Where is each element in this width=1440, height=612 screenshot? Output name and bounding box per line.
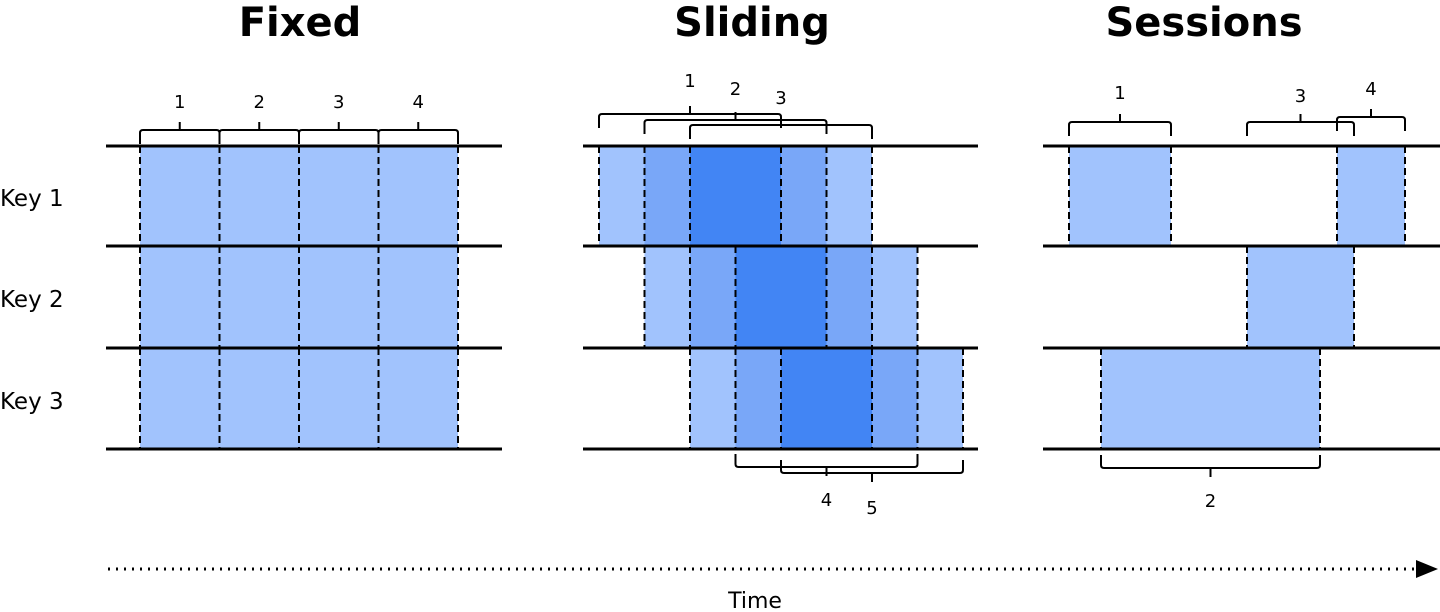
key-2-label: Key 2: [0, 287, 64, 313]
window-label: 1: [684, 71, 695, 92]
window-label: 2: [730, 79, 741, 100]
window-segment: [735, 246, 827, 348]
window-label: 2: [254, 92, 265, 113]
window-segment: [378, 246, 458, 348]
window-segment: [781, 146, 827, 246]
window-label: 4: [821, 490, 832, 511]
window-bracket: [689, 117, 873, 139]
window-segment: [1101, 348, 1320, 449]
window-segment: [690, 146, 781, 246]
window-segment: [735, 348, 781, 449]
time-arrow-head-icon: [1416, 560, 1438, 578]
window-bracket: [298, 122, 380, 144]
window-label: 2: [1205, 491, 1216, 512]
window-segment: [219, 146, 299, 246]
window-bracket: [734, 454, 919, 476]
panel-title: Sliding: [674, 0, 830, 46]
window-label: 3: [1295, 86, 1306, 107]
window-segment: [872, 348, 918, 449]
window-segment: [378, 348, 458, 449]
window-label: 1: [1114, 83, 1125, 104]
panel-title: Sessions: [1105, 0, 1302, 46]
window-segment: [1337, 146, 1405, 246]
window-segment: [826, 146, 872, 246]
window-segment: [140, 348, 220, 449]
window-segment: [299, 246, 379, 348]
window-label: 4: [413, 92, 424, 113]
window-segment: [690, 246, 736, 348]
window-label: 3: [333, 92, 344, 113]
window-segment: [140, 146, 220, 246]
window-bracket: [377, 122, 459, 144]
window-label: 4: [1365, 79, 1376, 100]
panel-sessions: Sessions 1 2 3 4: [1043, 0, 1440, 512]
panel-sliding: Sliding 1 2 3 4 5: [583, 0, 978, 519]
window-segment: [378, 146, 458, 246]
window-bracket: [643, 112, 828, 134]
window-label: 1: [174, 92, 185, 113]
window-segment: [299, 348, 379, 449]
window-bracket: [1100, 455, 1321, 477]
panel-fixed: Fixed 1 2 3 4: [106, 0, 502, 451]
window-label: 3: [775, 88, 786, 109]
panel-title: Fixed: [239, 0, 362, 46]
window-segment: [1247, 246, 1354, 348]
window-label: 5: [866, 498, 877, 519]
window-bracket: [139, 122, 221, 144]
window-bracket: [218, 122, 300, 144]
window-segment: [299, 146, 379, 246]
window-bracket: [598, 106, 782, 128]
time-label: Time: [727, 589, 782, 612]
window-segment: [781, 348, 872, 449]
window-segment: [140, 246, 220, 348]
window-bracket: [1246, 114, 1355, 136]
window-segment: [917, 348, 963, 449]
window-segment: [219, 348, 299, 449]
key-1-label: Key 1: [0, 186, 64, 212]
window-bracket: [1068, 114, 1172, 136]
window-segment: [219, 246, 299, 348]
window-segment: [644, 146, 690, 246]
window-segment: [599, 146, 645, 246]
window-segment: [644, 246, 690, 348]
window-segment: [690, 348, 736, 449]
window-bracket: [1336, 109, 1406, 131]
key-3-label: Key 3: [0, 389, 64, 415]
window-segment: [1069, 146, 1171, 246]
window-bracket: [780, 460, 964, 482]
window-segment: [872, 246, 918, 348]
window-segment: [826, 246, 872, 348]
